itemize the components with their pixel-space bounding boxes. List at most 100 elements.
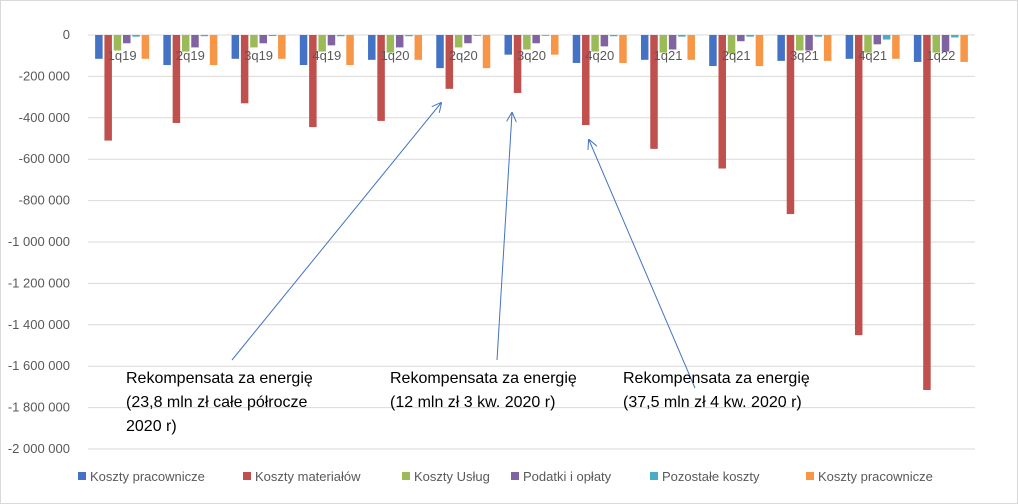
bar xyxy=(845,35,854,59)
bar xyxy=(309,35,317,128)
bar xyxy=(259,35,267,44)
bars xyxy=(95,35,968,390)
legend-swatch xyxy=(78,472,86,480)
legend-label: Pozostałe koszty xyxy=(662,469,760,484)
bar xyxy=(346,35,354,66)
bar xyxy=(687,35,695,60)
y-tick-label: -1 800 000 xyxy=(8,400,70,415)
bar xyxy=(482,35,491,69)
bar xyxy=(200,35,209,37)
legend-label: Koszty pracownicze xyxy=(90,469,205,484)
y-tick-label: -400 000 xyxy=(19,110,70,125)
annotation-text: 2020 r) xyxy=(126,418,177,435)
bar xyxy=(95,35,103,59)
bar xyxy=(591,35,599,52)
bar xyxy=(523,35,531,50)
legend: Koszty pracownicze Koszty materiałów Koszt… xyxy=(78,469,933,484)
bar xyxy=(640,35,649,60)
x-tick-label: 2q21 xyxy=(722,48,751,63)
annotation-text: Rekompensata za energię xyxy=(390,370,577,387)
annotation-arrow xyxy=(496,113,512,361)
x-tick-label: 4q20 xyxy=(585,48,614,63)
bar xyxy=(659,35,668,53)
x-tick-label: 1q21 xyxy=(654,48,683,63)
annotations: Rekompensata za energię (23,8 mln zł całe… xyxy=(126,103,810,435)
legend-label: Koszty pracownicze xyxy=(818,469,933,484)
annotation-text: Rekompensata za energię xyxy=(126,370,313,387)
y-tick-label: -600 000 xyxy=(19,151,70,166)
bar xyxy=(141,35,150,59)
bar xyxy=(299,35,308,66)
y-tick-label: -800 000 xyxy=(19,193,70,208)
bar xyxy=(582,35,590,126)
x-tick-label: 4q21 xyxy=(858,48,887,63)
bar xyxy=(805,35,813,51)
y-tick-label: -1 000 000 xyxy=(8,234,70,249)
bar xyxy=(777,35,785,61)
y-tick-label: 0 xyxy=(63,27,70,42)
bar xyxy=(377,35,385,121)
legend-swatch xyxy=(806,472,814,480)
bar xyxy=(551,35,559,55)
bar xyxy=(513,35,522,93)
bar xyxy=(892,35,900,59)
bar xyxy=(104,35,112,141)
bar xyxy=(572,35,581,63)
bar xyxy=(882,35,891,40)
annotation-arrow xyxy=(589,140,696,389)
bar xyxy=(123,35,131,44)
bar xyxy=(473,35,481,36)
bar xyxy=(650,35,658,149)
x-tick-label: 3q21 xyxy=(790,48,819,63)
y-tick-label: -1 600 000 xyxy=(8,358,70,373)
bar xyxy=(240,35,249,104)
bar xyxy=(854,35,863,336)
bar xyxy=(678,35,686,37)
y-tick-label: -1 400 000 xyxy=(8,317,70,332)
bar xyxy=(318,35,326,52)
x-tick-label: 4q19 xyxy=(312,48,341,63)
bar xyxy=(668,35,677,50)
annotation-text: (12 mln zł 3 kw. 2020 r) xyxy=(390,394,555,411)
legend-swatch xyxy=(243,472,251,480)
y-tick-label: -2 000 000 xyxy=(8,441,70,456)
bar xyxy=(414,35,423,60)
bar xyxy=(755,35,764,67)
bar xyxy=(786,35,795,215)
bar xyxy=(873,35,882,45)
legend-swatch xyxy=(402,472,410,480)
bar xyxy=(823,35,832,61)
bar xyxy=(445,35,454,89)
bar xyxy=(619,35,627,63)
bar xyxy=(386,35,395,53)
bar xyxy=(231,35,240,59)
legend-swatch xyxy=(650,472,658,480)
bar xyxy=(172,35,181,123)
x-tick-label: 2q20 xyxy=(449,48,478,63)
legend-swatch xyxy=(511,472,519,480)
x-tick-label: 1q22 xyxy=(926,48,955,63)
bar xyxy=(951,35,959,38)
bar xyxy=(913,35,922,62)
bar xyxy=(163,35,171,66)
annotation-text: Rekompensata za energię xyxy=(623,370,810,387)
x-tick-label: 1q19 xyxy=(108,48,137,63)
x-tick-label: 2q19 xyxy=(176,48,205,63)
bar xyxy=(268,35,277,37)
bar xyxy=(250,35,258,48)
bar xyxy=(337,35,345,37)
bar xyxy=(600,35,609,47)
bar xyxy=(368,35,376,60)
bar xyxy=(746,35,754,37)
bar xyxy=(395,35,404,48)
annotation-text: (23,8 mln zł całe półrocze xyxy=(126,394,308,411)
bar xyxy=(718,35,726,169)
annotation-text: (37,5 mln zł 4 kw. 2020 r) xyxy=(623,394,802,411)
bar xyxy=(209,35,218,66)
legend-label: Koszty materiałów xyxy=(255,469,361,484)
bar xyxy=(454,35,463,48)
y-tick-label: -200 000 xyxy=(19,68,70,83)
x-tick-label: 3q19 xyxy=(244,48,273,63)
annotation-arrow xyxy=(231,103,441,361)
